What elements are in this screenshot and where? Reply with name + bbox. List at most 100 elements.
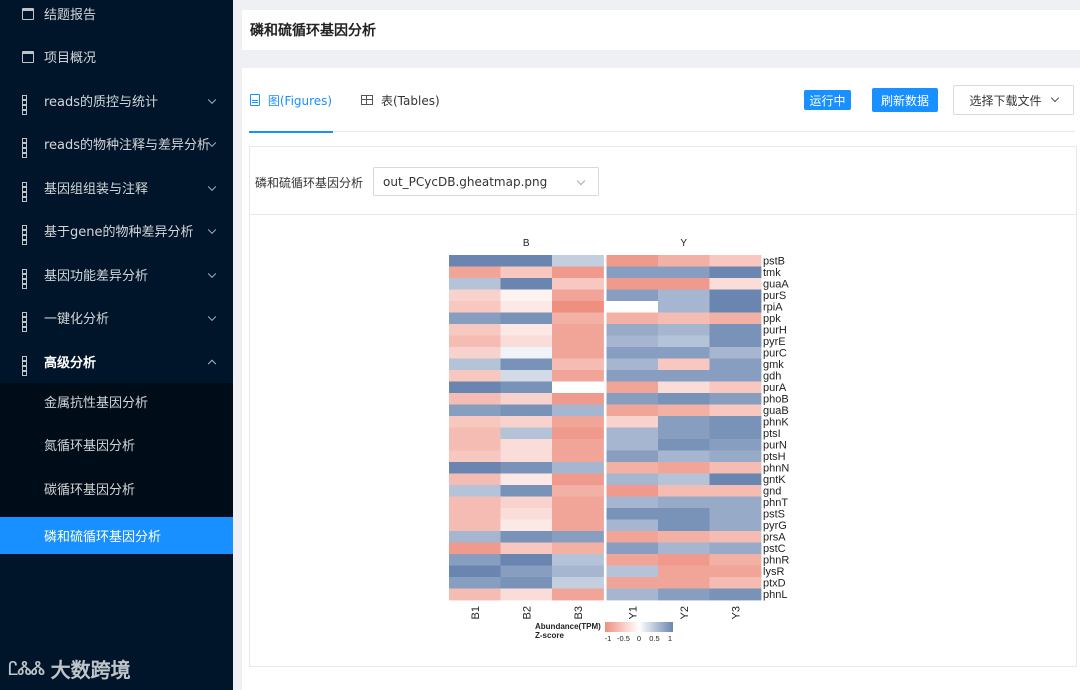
heatmap-cell xyxy=(709,519,762,532)
refresh-data-button[interactable]: 刷新数据 xyxy=(872,88,938,112)
sidebar-item-report[interactable]: 结题报告 xyxy=(0,0,233,35)
heatmap-cell xyxy=(709,473,762,486)
heatmap-cell xyxy=(606,519,659,532)
heatmap-cell xyxy=(606,393,659,405)
heatmap-cell xyxy=(658,312,710,325)
heatmap-cell xyxy=(658,416,710,428)
heatmap-cell xyxy=(709,324,762,336)
heatmap-cell xyxy=(658,404,710,417)
row-label: pstS xyxy=(763,509,785,521)
sidebar-item-advanced[interactable]: 高级分析 xyxy=(0,340,233,383)
sidebar-item-label: 项目概况 xyxy=(44,51,97,66)
row-label: lysR xyxy=(763,566,784,578)
heatmap-cell xyxy=(500,439,553,451)
heatmap-cell xyxy=(606,450,659,463)
heatmap-cell xyxy=(449,565,501,578)
heatmap-cell xyxy=(606,462,659,474)
heatmap-cell xyxy=(449,588,501,601)
heatmap-cell xyxy=(552,427,604,440)
submenu-item-metal-resistance[interactable]: 金属抗性基因分析 xyxy=(0,383,233,420)
heatmap-cell xyxy=(606,427,659,440)
heatmap-cell xyxy=(552,416,604,428)
heatmap-cell xyxy=(552,519,604,532)
heatmap-cell xyxy=(709,577,762,589)
grid-icon xyxy=(22,224,34,245)
heatmap-cell xyxy=(500,473,553,486)
tab-tables[interactable]: 表(Tables) xyxy=(361,68,440,132)
heatmap-cell xyxy=(606,588,659,601)
heatmap-cell xyxy=(606,324,659,336)
legend-tick: 0 xyxy=(637,634,641,643)
legend-tick: 0.5 xyxy=(649,634,659,643)
heatmap-cell xyxy=(709,439,762,451)
heatmap-cell xyxy=(709,278,762,290)
group-label: B xyxy=(523,238,530,249)
chevron-down-icon xyxy=(207,312,217,321)
heatmap-cell xyxy=(709,531,762,543)
heatmap-cell xyxy=(658,542,710,555)
heatmap-cell xyxy=(658,577,710,589)
heatmap-cell xyxy=(449,473,501,486)
file-select-dropdown[interactable]: out_PCycDB.gheatmap.png xyxy=(373,167,599,196)
column-label: B3 xyxy=(573,606,585,619)
heatmap-cell xyxy=(552,542,604,555)
heatmap-cell xyxy=(500,542,553,555)
heatmap-cell xyxy=(500,496,553,509)
heatmap-cell xyxy=(658,370,710,382)
heatmap-cell xyxy=(552,439,604,451)
heatmap-cell xyxy=(606,473,659,486)
heatmap-cell xyxy=(606,565,659,578)
heatmap-cell xyxy=(709,485,762,497)
tab-figures[interactable]: 图(Figures) xyxy=(249,68,333,133)
download-label: 选择下载文件 xyxy=(969,93,1042,108)
heatmap-cell xyxy=(709,301,762,313)
heatmap-cell xyxy=(709,565,762,578)
submenu-item-nitrogen-cycle[interactable]: 氮循环基因分析 xyxy=(0,426,233,463)
sidebar-item-function-diff[interactable]: 基因功能差异分析 xyxy=(0,253,233,296)
sidebar-item-label: 基因组组装与注释 xyxy=(44,182,149,197)
heatmap-cell xyxy=(658,255,710,267)
file-select-label: 磷和硫循环基因分析 xyxy=(255,176,364,190)
legend-colorbar xyxy=(605,622,673,632)
heatmap-cell xyxy=(552,381,604,394)
calendar-icon xyxy=(22,50,34,63)
sidebar-item-reads-taxonomy[interactable]: reads的物种注释与差异分析 xyxy=(0,122,233,165)
sidebar-item-gene-taxonomy[interactable]: 基于gene的物种差异分析 xyxy=(0,209,233,252)
chevron-up-icon xyxy=(207,359,217,368)
heatmap-cell xyxy=(709,404,762,417)
heatmap-cell xyxy=(500,485,553,497)
heatmap-cell xyxy=(658,289,710,302)
heatmap-cell xyxy=(552,554,604,566)
heatmap-cell xyxy=(658,531,710,543)
heatmap-cell xyxy=(709,588,762,601)
submenu-item-phosphorus-sulfur-cycle[interactable]: 磷和硫循环基因分析 xyxy=(0,517,233,554)
heatmap-cell xyxy=(552,347,604,359)
row-label: phnK xyxy=(763,417,789,429)
heatmap-cell xyxy=(658,462,710,474)
logo-text: 大数跨境 xyxy=(50,658,131,682)
sidebar-item-assembly[interactable]: 基因组组装与注释 xyxy=(0,166,233,209)
legend-tick: -1 xyxy=(605,634,612,643)
main-card: 图(Figures) 表(Tables) 运行中 刷新数据 选择下载文件 磷和硫… xyxy=(242,68,1080,690)
row-label: pyrG xyxy=(763,520,787,532)
heatmap-cell xyxy=(500,427,553,440)
chevron-down-icon xyxy=(1050,93,1059,103)
heatmap-cell xyxy=(658,473,710,486)
heatmap-cell xyxy=(606,255,659,267)
running-status-button[interactable]: 运行中 xyxy=(804,90,851,110)
heatmap-cell xyxy=(449,554,501,566)
sidebar-item-one-click[interactable]: 一键化分析 xyxy=(0,296,233,339)
column-label: B2 xyxy=(521,606,533,619)
grid-icon xyxy=(22,137,34,158)
download-file-select[interactable]: 选择下载文件 xyxy=(953,85,1074,115)
row-label: tmk xyxy=(763,267,781,279)
submenu-item-carbon-cycle[interactable]: 碳循环基因分析 xyxy=(0,470,233,507)
heatmap-cell xyxy=(606,439,659,451)
heatmap-cell xyxy=(449,324,501,336)
sidebar-item-overview[interactable]: 项目概况 xyxy=(0,35,233,78)
heatmap-cell xyxy=(449,427,501,440)
row-label: phnL xyxy=(763,589,787,601)
heatmap-cell xyxy=(658,324,710,336)
sidebar-item-reads-qc[interactable]: reads的质控与统计 xyxy=(0,79,233,122)
row-label: gnd xyxy=(763,486,781,498)
